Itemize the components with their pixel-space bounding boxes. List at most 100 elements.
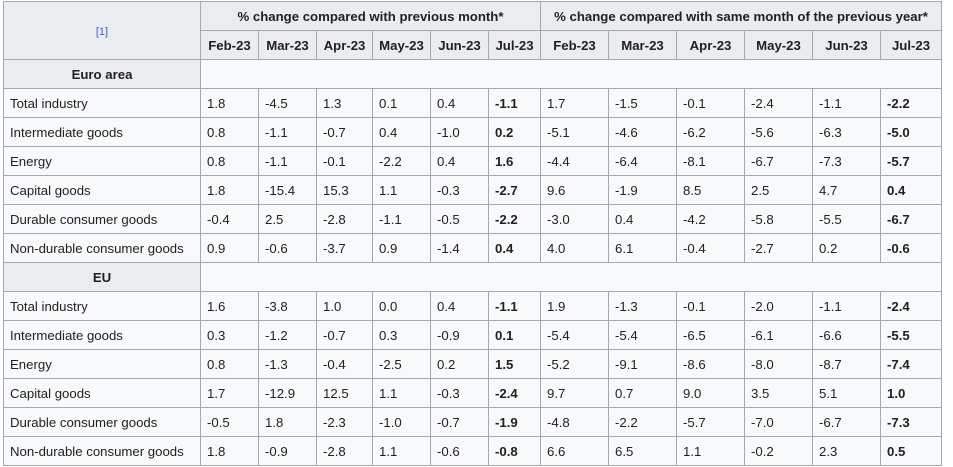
row-label: Intermediate goods xyxy=(3,117,201,147)
value-cell: 0.2 xyxy=(812,233,881,263)
row-label: Intermediate goods xyxy=(3,320,201,350)
section-band xyxy=(199,262,943,292)
value-cell: 0.5 xyxy=(879,436,943,466)
value-cell: -0.5 xyxy=(430,204,489,234)
value-cell: -6.2 xyxy=(676,117,745,147)
value-cell: -2.0 xyxy=(744,291,813,321)
row-label: Total industry xyxy=(3,291,201,321)
value-cell: -4.8 xyxy=(540,407,609,437)
value-cell: -5.7 xyxy=(676,407,745,437)
month-header: May-23 xyxy=(744,30,813,60)
value-cell: -0.2 xyxy=(744,436,813,466)
group-header-row: [1] % change compared with previous mont… xyxy=(3,1,943,60)
value-cell: 0.4 xyxy=(430,291,489,321)
value-cell: -0.7 xyxy=(316,320,373,350)
value-cell: -1.9 xyxy=(608,175,677,205)
table-row: Non-durable consumer goods 0.9 -0.6 -3.7 0.9… xyxy=(3,233,943,263)
section-row: EU xyxy=(3,262,943,292)
value-cell: 1.6 xyxy=(200,291,259,321)
value-cell: 1.8 xyxy=(200,436,259,466)
table-row: Durable consumer goods -0.4 2.5 -2.8 -1.1 -0.… xyxy=(3,204,943,234)
value-cell: 0.2 xyxy=(430,349,489,379)
value-cell: 1.6 xyxy=(488,146,541,176)
value-cell: -5.0 xyxy=(879,117,943,147)
value-cell: -0.1 xyxy=(316,146,373,176)
value-cell: 0.8 xyxy=(200,146,259,176)
row-label: Non-durable consumer goods xyxy=(3,436,201,466)
yearly-change-header: % change compared with same month of the… xyxy=(539,1,943,31)
value-cell: 6.6 xyxy=(540,436,609,466)
value-cell: -2.8 xyxy=(316,436,373,466)
month-header: Feb-23 xyxy=(540,30,609,60)
value-cell: -0.1 xyxy=(676,88,745,118)
value-cell: 2.3 xyxy=(812,436,881,466)
value-cell: -6.4 xyxy=(608,146,677,176)
value-cell: 1.1 xyxy=(372,436,431,466)
value-cell: 12.5 xyxy=(316,378,373,408)
monthly-change-header: % change compared with previous month* xyxy=(200,1,541,31)
table-row: Energy 0.8 -1.3 -0.4 -2.5 0.2 1.5 -5.2 -9.1 -8.6-… xyxy=(3,349,943,379)
row-label: Capital goods xyxy=(3,175,201,205)
reference-cell: [1] xyxy=(3,1,201,60)
value-cell: 0.9 xyxy=(372,233,431,263)
value-cell: -4.6 xyxy=(608,117,677,147)
value-cell: 0.4 xyxy=(430,88,489,118)
value-cell: -5.8 xyxy=(744,204,813,234)
row-label: Energy xyxy=(3,146,201,176)
value-cell: -1.5 xyxy=(608,88,677,118)
month-header: Mar-23 xyxy=(258,30,317,60)
value-cell: -7.0 xyxy=(744,407,813,437)
value-cell: -0.3 xyxy=(430,175,489,205)
value-cell: -2.4 xyxy=(744,88,813,118)
value-cell: -1.1 xyxy=(488,88,541,118)
reference-link[interactable]: [1] xyxy=(95,26,109,38)
month-header: Feb-23 xyxy=(200,30,259,60)
row-label: Non-durable consumer goods xyxy=(3,233,201,263)
value-cell: 0.1 xyxy=(488,320,541,350)
value-cell: -2.2 xyxy=(372,146,431,176)
value-cell: -2.5 xyxy=(372,349,431,379)
month-header: Jul-23 xyxy=(879,30,943,60)
month-header: May-23 xyxy=(372,30,431,60)
value-cell: -1.0 xyxy=(430,117,489,147)
value-cell: 9.0 xyxy=(676,378,745,408)
table-row: Capital goods 1.7 -12.9 12.5 1.1 -0.3 -2.4 9.7 0… xyxy=(3,378,943,408)
value-cell: 5.1 xyxy=(812,378,881,408)
value-cell: -1.2 xyxy=(258,320,317,350)
value-cell: -1.1 xyxy=(812,88,881,118)
value-cell: -0.6 xyxy=(258,233,317,263)
value-cell: -0.1 xyxy=(676,291,745,321)
month-header-row: Feb-23 Mar-23 Apr-23 May-23 Jun-23 Jul-23 Feb-… xyxy=(4,30,943,60)
value-cell: 0.4 xyxy=(608,204,677,234)
industrial-production-table: [1] % change compared with previous mont… xyxy=(3,1,943,466)
value-cell: 2.5 xyxy=(744,175,813,205)
value-cell: -2.2 xyxy=(879,88,943,118)
value-cell: -3.8 xyxy=(258,291,317,321)
value-cell: -0.9 xyxy=(430,320,489,350)
month-header: Mar-23 xyxy=(608,30,677,60)
value-cell: 8.5 xyxy=(676,175,745,205)
section-title: EU xyxy=(3,262,201,292)
value-cell: -6.1 xyxy=(744,320,813,350)
value-cell: 1.0 xyxy=(879,378,943,408)
month-header: Apr-23 xyxy=(676,30,745,60)
value-cell: 0.7 xyxy=(608,378,677,408)
value-cell: -5.5 xyxy=(812,204,881,234)
value-cell: -4.2 xyxy=(676,204,745,234)
table-row: Durable consumer goods -0.5 1.8 -2.3 -1.0 -0.… xyxy=(3,407,943,437)
row-label: Energy xyxy=(3,349,201,379)
value-cell: 6.1 xyxy=(608,233,677,263)
value-cell: -1.1 xyxy=(258,146,317,176)
value-cell: -1.1 xyxy=(258,117,317,147)
value-cell: 1.1 xyxy=(372,175,431,205)
value-cell: -2.7 xyxy=(488,175,541,205)
value-cell: -3.0 xyxy=(540,204,609,234)
value-cell: 15.3 xyxy=(316,175,373,205)
value-cell: 1.8 xyxy=(200,88,259,118)
value-cell: -12.9 xyxy=(258,378,317,408)
value-cell: -1.0 xyxy=(372,407,431,437)
value-cell: -1.4 xyxy=(430,233,489,263)
value-cell: 0.1 xyxy=(372,88,431,118)
row-label: Durable consumer goods xyxy=(3,407,201,437)
table-row: Non-durable consumer goods 1.8 -0.9 -2.8 1.1… xyxy=(3,436,943,466)
